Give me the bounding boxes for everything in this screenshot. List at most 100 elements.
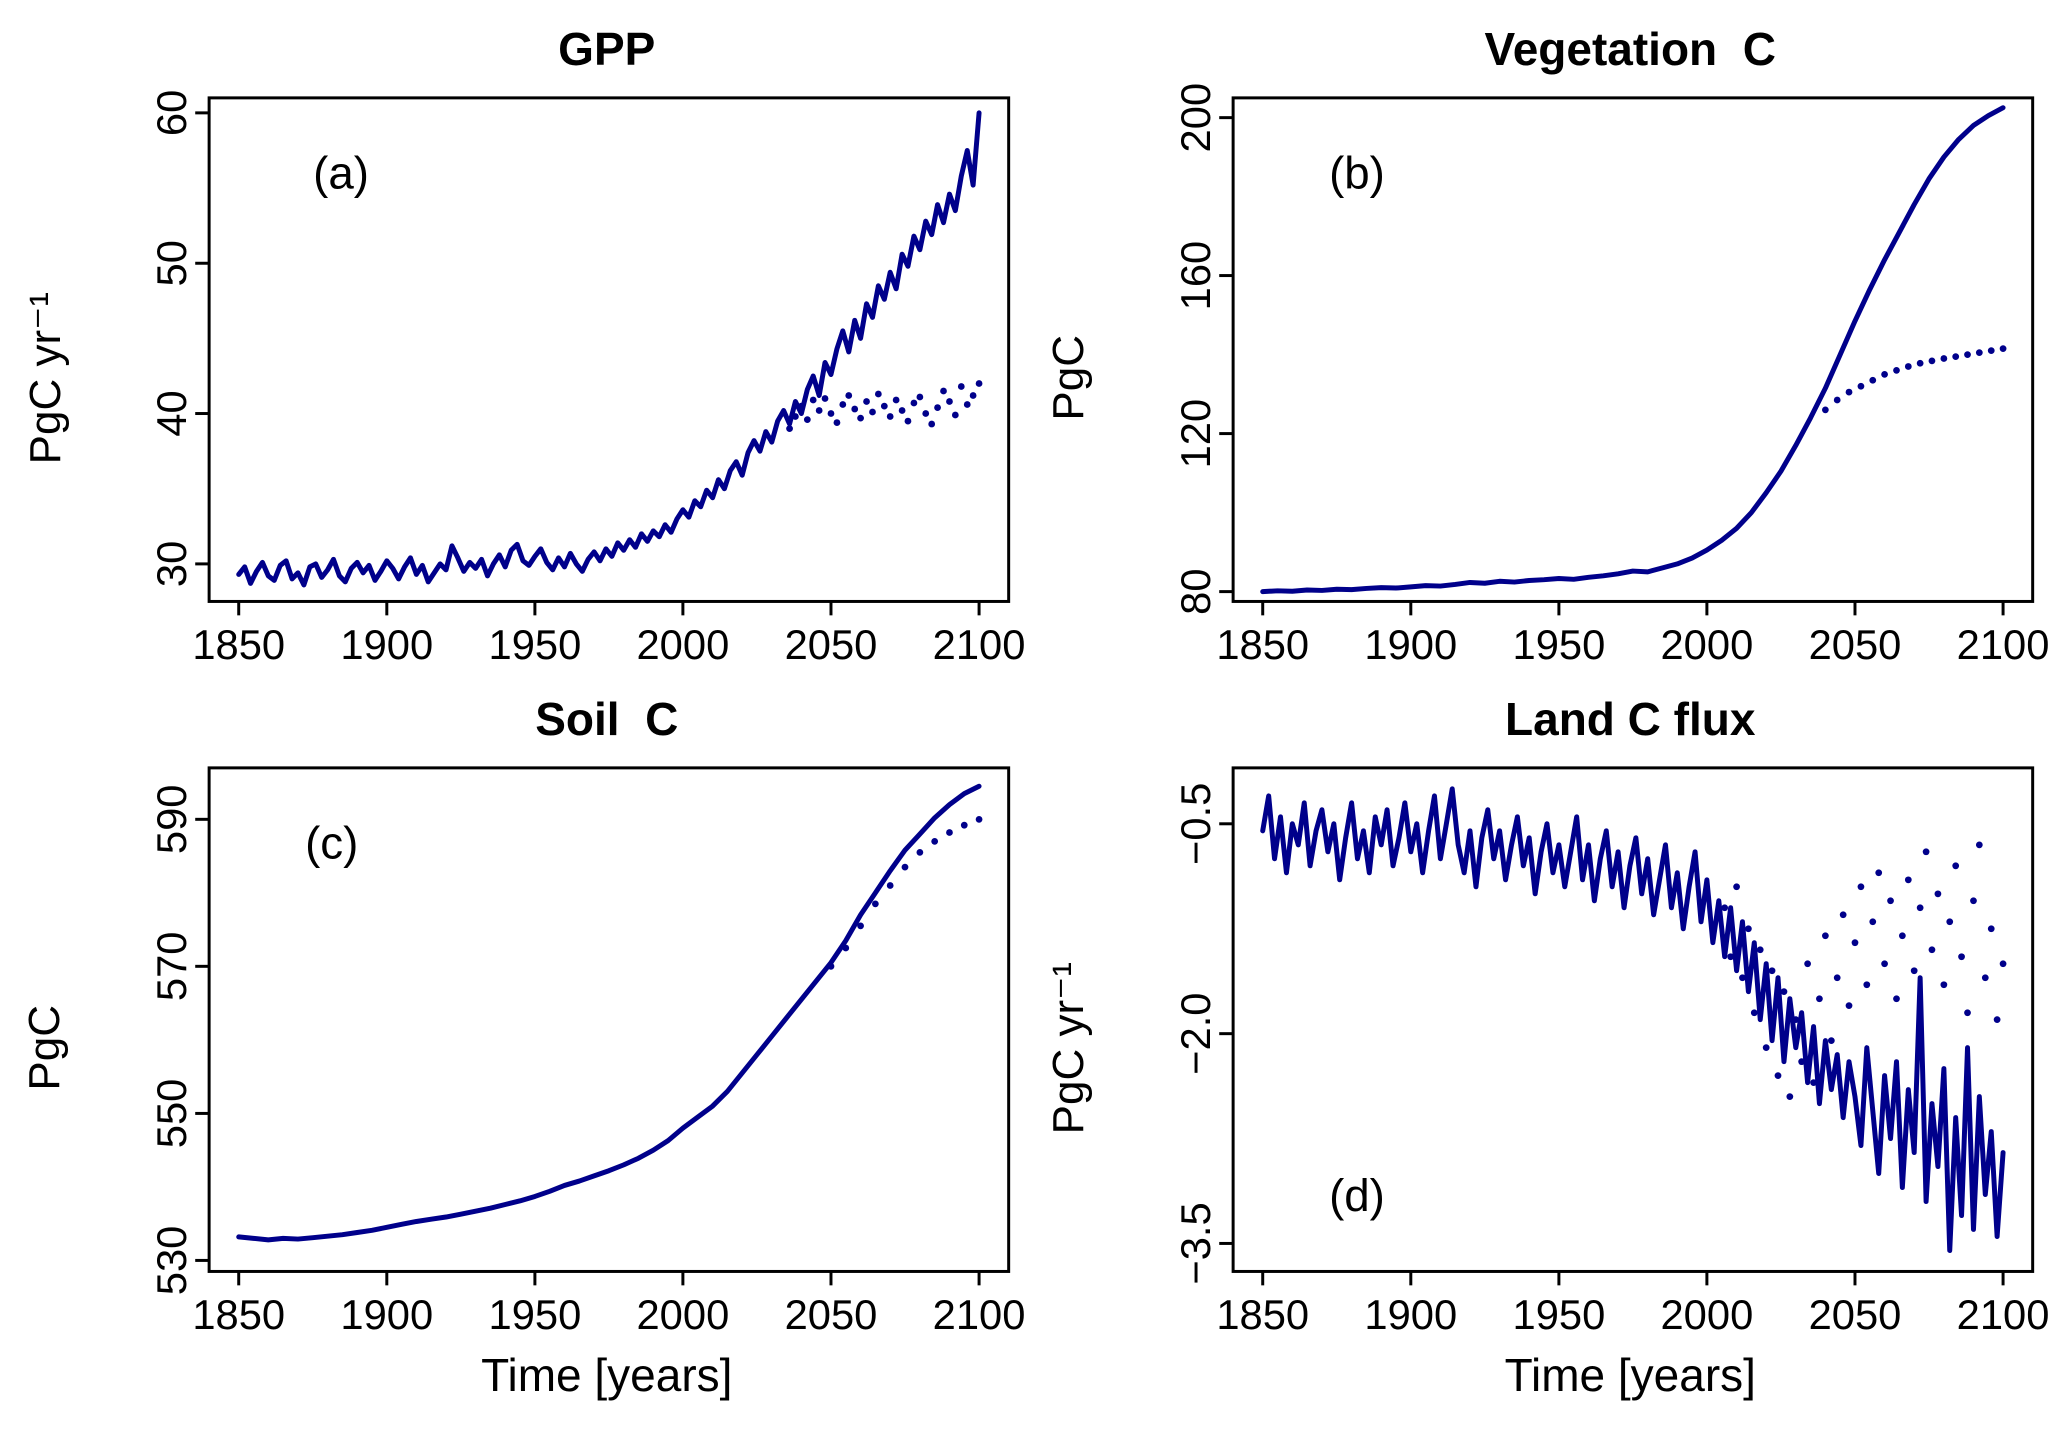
series-dotted-point (940, 387, 947, 395)
panel-letter: (c) (305, 817, 358, 868)
series-dotted-point (857, 922, 864, 930)
panel-letter: (a) (313, 148, 369, 199)
series-dotted-point (1726, 953, 1734, 961)
x-tick-label: 1850 (192, 621, 285, 668)
series-dotted-point (1803, 960, 1811, 968)
y-axis-label-vegetation-c: PgC (1043, 335, 1093, 421)
series-dotted-point (969, 392, 977, 399)
series-dotted-point (869, 408, 876, 416)
x-tick-label: 1950 (1512, 1291, 1605, 1338)
y-axis-label-gpp: PgC yr⁻¹ (20, 291, 70, 465)
series-dotted-point (851, 405, 859, 413)
panel-letter: (b) (1329, 148, 1385, 199)
series-dotted-point (1886, 897, 1894, 905)
series-dotted-point (798, 402, 805, 410)
x-tick-label: 2100 (933, 1291, 1026, 1338)
panel-title-vegetation-c: Vegetation C (1484, 23, 1776, 75)
series-dotted-point (1910, 967, 1918, 975)
y-tick-label: 200 (1171, 83, 1218, 153)
x-tick-label: 2050 (1808, 621, 1901, 668)
y-tick-label: 120 (1171, 399, 1218, 469)
series-dotted-point (1815, 995, 1823, 1003)
series-dotted-point (904, 417, 912, 425)
series-dotted-point (827, 962, 835, 970)
series-dotted-point (821, 395, 829, 402)
y-axis-label-soil-c: PgC (20, 1005, 69, 1091)
series-solid (236, 783, 982, 1243)
series-dotted-point (1904, 363, 1912, 370)
x-tick-label: 1900 (340, 1291, 433, 1338)
plot-area-land-c-flux: 1850 1900 1950 2000 2050 2100 −3.5 −2.0 −0.5 (d) (1171, 766, 2049, 1338)
series-solid (236, 110, 982, 588)
y-tick-label: 50 (148, 240, 195, 286)
y-tick-label: 60 (148, 90, 195, 136)
x-axis-label-land-c-flux: Time [years] (1504, 1348, 1756, 1401)
series-dotted-point (1969, 897, 1977, 905)
plot-box (207, 96, 1011, 603)
series-dotted-point (1857, 382, 1864, 390)
series-dotted-point (1975, 349, 1983, 357)
series-dotted-point (872, 900, 879, 908)
series-dotted-point (1720, 904, 1728, 912)
series-dotted-point (963, 401, 971, 408)
series-dotted-point (845, 392, 853, 399)
series-dotted-point (1880, 371, 1888, 378)
series-dotted-point (1922, 848, 1929, 856)
panel-title-gpp: GPP (558, 23, 656, 75)
x-tick-label: 1950 (489, 621, 582, 668)
series-dotted-point (901, 863, 909, 871)
series-dotted-point (946, 829, 953, 836)
series-dotted-point (1732, 883, 1740, 891)
y-tick-label: 30 (148, 541, 195, 587)
series-dotted-point (839, 401, 847, 408)
y-tick-label: 160 (1171, 241, 1218, 311)
x-tick-label: 2050 (785, 621, 878, 668)
series-dotted-point (1934, 890, 1941, 898)
series-dotted-point (892, 396, 900, 404)
y-tick-label: 530 (148, 1226, 195, 1296)
x-tick-label: 2000 (636, 621, 729, 668)
series-dotted-point (951, 411, 959, 419)
series-dotted-point (1945, 918, 1953, 926)
series-dotted-point (1951, 353, 1959, 360)
series-dotted-point (1993, 1016, 2000, 1023)
series-dotted-point (786, 425, 793, 433)
x-tick-label: 1900 (1364, 621, 1457, 668)
series-dotted-point (809, 396, 817, 404)
series-dotted-point (1857, 883, 1864, 891)
series-dotted-point (957, 383, 965, 390)
series-dotted-point (1987, 925, 1995, 933)
series-dotted-point (1762, 1044, 1770, 1051)
series-dotted-point (803, 416, 811, 423)
series-dotted-point (1827, 1037, 1835, 1044)
series-dotted-point (1880, 960, 1888, 968)
plot-area-gpp: 1850 1900 1950 2000 2050 2100 30 40 50 60 (a) (148, 90, 1026, 668)
x-tick-label: 2050 (785, 1291, 878, 1338)
series-dotted-point (1904, 876, 1912, 884)
series-dotted-point (1738, 974, 1746, 982)
series-dotted-point (1916, 904, 1924, 912)
panel-d-land-c-flux: Land C flux PgC yr⁻¹ 1850 1900 1950 2000 205… (1034, 676, 2058, 1408)
series-dotted-point (1845, 388, 1852, 396)
y-tick-label: 590 (148, 784, 195, 854)
series-dotted-point (1999, 960, 2006, 968)
series-dotted-point (916, 848, 924, 856)
series-dotted-point (1821, 932, 1829, 940)
series-dotted-point (1916, 359, 1924, 367)
panel-a-gpp: GPP PgC yr⁻¹ 1850 1900 1950 2000 2050 2100 30 4… (10, 6, 1034, 676)
series-dotted-point (792, 413, 799, 420)
series-dotted-point (1928, 946, 1935, 954)
panel-b-vegetation-c: Vegetation C PgC 1850 1900 1950 2000 2050 210… (1034, 6, 2058, 676)
panel-letter: (d) (1329, 1170, 1385, 1221)
series-dotted-point (975, 380, 983, 387)
series-dotted-point (1851, 939, 1858, 947)
series-dotted-point (946, 398, 953, 405)
panel-title-soil-c: Soil C (535, 692, 679, 745)
series-dotted-point (857, 414, 864, 422)
plot-box (1231, 96, 2034, 603)
y-tick-label: 80 (1171, 568, 1218, 614)
plot-box (1231, 766, 2034, 1273)
series-dotted-point (1845, 1002, 1852, 1009)
panel-title-land-c-flux: Land C flux (1505, 692, 1756, 745)
